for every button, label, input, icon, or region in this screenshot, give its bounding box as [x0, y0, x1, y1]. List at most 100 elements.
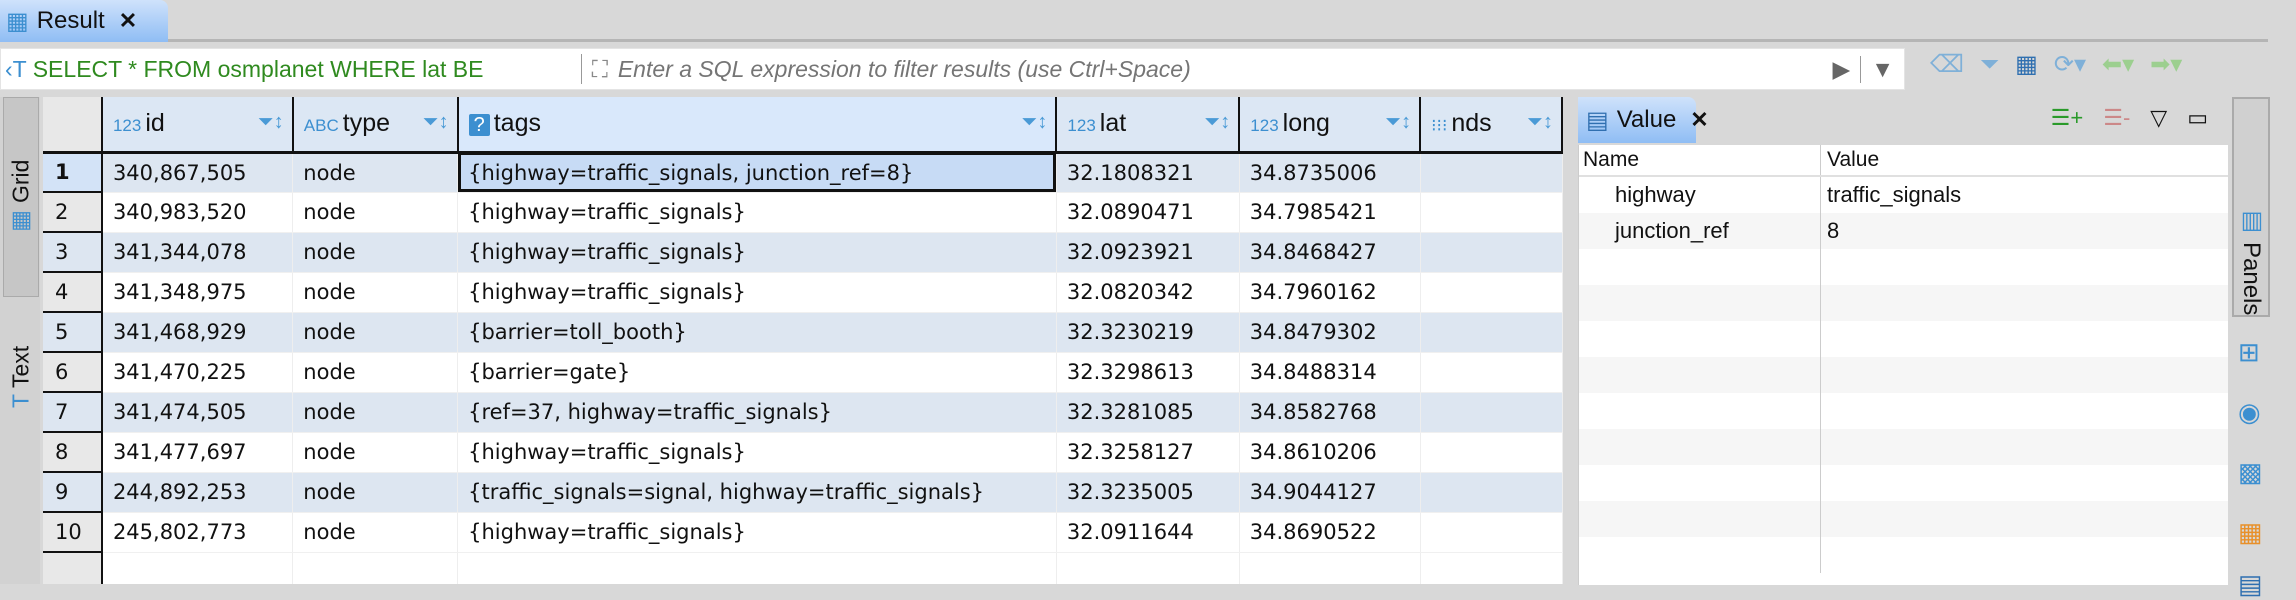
tab-grid[interactable]: ▦ Grid — [3, 97, 39, 297]
cell-nds[interactable] — [1420, 232, 1563, 273]
cell-type[interactable]: node — [292, 352, 459, 393]
filter-sort-icon[interactable]: ⏷↕ — [257, 111, 284, 133]
table-row[interactable]: 3 341,344,078 node {highway=traffic_signals… — [43, 232, 1563, 273]
cell-id[interactable]: 244,892,253 — [101, 472, 294, 513]
column-header-id[interactable]: 123 id ⏷↕ — [101, 97, 294, 154]
cell-id[interactable]: 340,983,520 — [101, 192, 294, 233]
cell-id[interactable]: 341,470,225 — [101, 352, 294, 393]
filter-sort-icon[interactable]: ⏷↕ — [1021, 111, 1048, 133]
row-number[interactable]: 10 — [43, 512, 103, 553]
history-dropdown-icon[interactable]: ▼ — [1860, 55, 1904, 83]
cell-nds[interactable] — [1420, 192, 1563, 233]
table-row[interactable]: 8 341,477,697 node {highway=traffic_signals… — [43, 432, 1563, 473]
back-icon[interactable]: ⬅▾ — [2101, 51, 2135, 78]
cell-lat[interactable]: 32.3298613 — [1056, 352, 1240, 393]
cell-long[interactable]: 34.7960162 — [1239, 272, 1421, 313]
row-number[interactable]: 2 — [43, 192, 103, 233]
row-number[interactable]: 3 — [43, 232, 103, 273]
header-value[interactable]: Value — [1827, 148, 1880, 171]
cell-nds[interactable] — [1420, 312, 1563, 353]
eraser-icon[interactable]: ⌫ — [1930, 51, 1964, 78]
column-header-long[interactable]: 123 long ⏷↕ — [1239, 97, 1422, 154]
tab-value[interactable]: ▤ Value ✕ — [1578, 97, 1709, 143]
cell-lat[interactable]: 32.3230219 — [1056, 312, 1240, 353]
filter-settings-icon[interactable]: ⏷ — [1979, 50, 2000, 78]
filter-input[interactable] — [607, 55, 1823, 83]
cell-lat[interactable]: 32.0820342 — [1056, 272, 1240, 313]
cell-type[interactable]: node — [292, 312, 459, 353]
table-row[interactable]: 2 340,983,520 node {highway=traffic_signals… — [43, 192, 1563, 233]
row-number[interactable]: 8 — [43, 432, 103, 473]
cell-tags[interactable]: {barrier=toll_booth} — [457, 312, 1057, 353]
add-row-icon[interactable]: ☰+ — [2050, 105, 2084, 130]
apply-filter-icon[interactable]: ▶ — [1832, 55, 1851, 82]
tab-text[interactable]: T Text — [3, 297, 39, 457]
cell-tags[interactable]: {highway=traffic_signals} — [457, 432, 1057, 473]
filter-sort-icon[interactable]: ⏷↕ — [422, 111, 449, 133]
cell-lat[interactable]: 32.0911644 — [1056, 512, 1240, 553]
cell-tags[interactable]: {ref=37, highway=traffic_signals} — [457, 392, 1057, 433]
cell-lat[interactable]: 32.1808321 — [1056, 152, 1240, 193]
cell-long[interactable]: 34.8488314 — [1239, 352, 1421, 393]
cell-tags[interactable]: {highway=traffic_signals} — [457, 192, 1057, 233]
cell-lat[interactable]: 32.0923921 — [1056, 232, 1240, 273]
cell-tags[interactable]: {highway=traffic_signals} — [457, 512, 1057, 553]
cell-id[interactable]: 341,468,929 — [101, 312, 294, 353]
refresh-icon[interactable]: ⟳▾ — [2053, 51, 2086, 78]
column-header-nds[interactable]: ⁝⁝⁝ nds ⏷↕ — [1420, 97, 1563, 154]
cell-type[interactable]: node — [292, 192, 459, 233]
cell-tags[interactable]: {highway=traffic_signals, junction_ref=8… — [457, 152, 1057, 193]
cell-nds[interactable] — [1420, 392, 1563, 433]
cell-id[interactable]: 341,474,505 — [101, 392, 294, 433]
cell-long[interactable]: 34.7985421 — [1239, 192, 1421, 233]
close-icon[interactable]: ✕ — [1690, 107, 1709, 132]
cell-type[interactable]: node — [292, 432, 459, 473]
tab-result[interactable]: ▦ Result ✕ — [0, 0, 168, 42]
cell-type[interactable]: node — [292, 512, 459, 553]
cell-id[interactable]: 341,344,078 — [101, 232, 294, 273]
column-header-tags[interactable]: ? tags ⏷↕ — [457, 97, 1058, 154]
cell-tags[interactable]: {highway=traffic_signals} — [457, 272, 1057, 313]
table-row[interactable]: 6 341,470,225 node {barrier=gate} 32.3298613… — [43, 352, 1563, 393]
cell-id[interactable]: 341,348,975 — [101, 272, 294, 313]
forward-icon[interactable]: ➡▾ — [2150, 51, 2183, 78]
value-row[interactable]: junction_ref 8 — [1579, 213, 2228, 249]
cell-lat[interactable]: 32.3258127 — [1056, 432, 1240, 473]
cell-tags[interactable]: {barrier=gate} — [457, 352, 1057, 393]
expand-icon[interactable]: ⛶ — [591, 55, 608, 82]
cell-long[interactable]: 34.8582768 — [1239, 392, 1421, 433]
table-row[interactable]: 5 341,468,929 node {barrier=toll_booth} 32.3… — [43, 312, 1563, 353]
cell-lat[interactable]: 32.3281085 — [1056, 392, 1240, 433]
cell-long[interactable]: 34.8468427 — [1239, 232, 1421, 273]
column-insert-icon[interactable]: ▦ — [2238, 517, 2263, 547]
cell-id[interactable]: 245,802,773 — [101, 512, 294, 553]
sql-query-text[interactable]: SELECT * FROM osmplanet WHERE lat BE — [27, 54, 582, 84]
row-number[interactable]: 9 — [43, 472, 103, 513]
table-row[interactable]: 9 244,892,253 node {traffic_signals=signal,… — [43, 472, 1563, 513]
panel-config-icon[interactable]: ▦ — [2015, 51, 2038, 78]
cell-long[interactable]: 34.8610206 — [1239, 432, 1421, 473]
cell-type[interactable]: node — [292, 472, 459, 513]
panels-toggle[interactable]: ▥ Panels — [2232, 97, 2270, 317]
cell-nds[interactable] — [1420, 472, 1563, 513]
filter-sort-icon[interactable]: ⏷↕ — [1385, 111, 1412, 133]
cell-long[interactable]: 34.8690522 — [1239, 512, 1421, 553]
table-row[interactable]: 7 341,474,505 node {ref=37, highway=traffic… — [43, 392, 1563, 433]
cell-nds[interactable] — [1420, 432, 1563, 473]
cell-long[interactable]: 34.9044127 — [1239, 472, 1421, 513]
cell-nds[interactable] — [1420, 272, 1563, 313]
cell-nds[interactable] — [1420, 352, 1563, 393]
remove-row-icon[interactable]: ☰- — [2103, 105, 2131, 130]
calculator-icon[interactable]: ⊞ — [2238, 337, 2260, 367]
cell-long[interactable]: 34.8735006 — [1239, 152, 1421, 193]
row-number[interactable]: 6 — [43, 352, 103, 393]
header-name[interactable]: Name — [1579, 145, 1821, 175]
cell-tags[interactable]: {traffic_signals=signal, highway=traffic… — [457, 472, 1057, 513]
column-header-type[interactable]: ABC type ⏷↕ — [292, 97, 459, 154]
cell-type[interactable]: node — [292, 152, 459, 193]
value-viewer-icon[interactable]: ▤ — [2238, 569, 2263, 599]
cell-tags[interactable]: {highway=traffic_signals} — [457, 232, 1057, 273]
value-row[interactable]: highway traffic_signals — [1579, 177, 2228, 213]
cell-lat[interactable]: 32.0890471 — [1056, 192, 1240, 233]
table-view-icon[interactable]: ▩ — [2238, 457, 2263, 487]
